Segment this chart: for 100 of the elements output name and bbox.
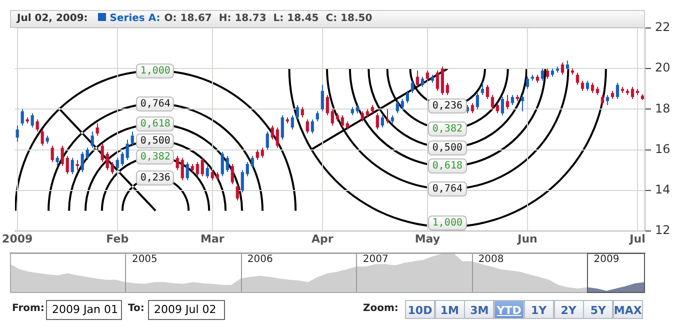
zoom-button: MAX — [612, 300, 643, 319]
candlestick — [470, 102, 474, 114]
candlestick — [230, 164, 234, 185]
candlestick — [210, 170, 214, 181]
y-tick-label: 20 — [655, 60, 670, 75]
candlestick — [186, 161, 189, 181]
candlestick — [180, 157, 184, 181]
candlestick — [206, 166, 209, 179]
candlestick — [426, 70, 429, 82]
candlestick — [380, 114, 384, 128]
candlestick — [56, 155, 59, 167]
candlestick — [300, 106, 304, 118]
candlestick — [486, 84, 490, 100]
candlestick — [236, 184, 239, 202]
candlestick — [396, 100, 399, 114]
candlestick — [410, 80, 414, 94]
y-tick-label: 16 — [655, 142, 670, 156]
text: Zoom: — [363, 303, 398, 314]
candlestick — [76, 159, 79, 171]
x-tick-label: Feb — [106, 232, 129, 246]
candlestick — [246, 161, 249, 177]
candlestick — [406, 90, 409, 104]
text: To: — [128, 303, 144, 314]
candlestick — [16, 124, 19, 142]
candlestick — [326, 94, 329, 116]
candlestick — [480, 82, 484, 96]
annotation: 0,382 — [428, 121, 466, 136]
annotation: 0,618 — [428, 158, 466, 174]
zoom-button: 10D — [405, 300, 435, 319]
candlestick — [110, 161, 114, 175]
candlestick — [30, 112, 34, 128]
candlestick — [70, 157, 74, 175]
candlestick — [600, 94, 604, 106]
candlestick — [630, 86, 634, 100]
annotation: 0,764 — [428, 182, 466, 197]
chart-title: Jul 02, 2009: — [17, 13, 88, 24]
y-tick-label: 14 — [655, 182, 670, 197]
candlestick — [386, 108, 389, 124]
candlestick — [320, 84, 324, 112]
x-tick-label: Jul — [628, 232, 646, 246]
candlestick — [240, 170, 244, 193]
candlestick — [420, 76, 424, 88]
annotation: 1,000 — [428, 216, 466, 230]
candlestick — [340, 114, 344, 128]
candlestick — [510, 94, 514, 106]
candlestick — [100, 143, 104, 162]
text: O: 18.67 H: 18.73 L: 18.45 C: 18.50 — [164, 13, 372, 24]
candlestick — [90, 131, 94, 148]
date-field: 2009 Jul 02 — [148, 300, 225, 320]
candlestick — [576, 72, 580, 86]
candlestick — [130, 131, 134, 146]
x-tick-label: 2008 — [478, 254, 504, 265]
candlestick — [560, 62, 564, 76]
candlestick — [416, 70, 419, 88]
x-tick-label: 2005 — [132, 254, 158, 265]
candlestick — [400, 98, 404, 110]
candlestick — [436, 70, 439, 92]
text: From: — [12, 303, 44, 314]
candlestick — [360, 110, 364, 122]
y-tick-label: 22 — [655, 20, 670, 34]
candlestick — [226, 155, 229, 173]
candlestick — [520, 94, 524, 112]
candlestick — [376, 112, 379, 130]
candlestick — [290, 114, 294, 130]
candlestick — [330, 108, 334, 126]
candlestick — [116, 157, 119, 171]
candlestick — [316, 110, 319, 122]
candlestick — [220, 151, 224, 177]
candlestick — [590, 82, 594, 94]
candlestick — [266, 131, 269, 150]
x-tick-label: Jun — [516, 232, 538, 246]
annotation: 0,618 — [136, 116, 174, 132]
y-tick-label: 18 — [655, 101, 670, 116]
candlestick — [446, 82, 450, 96]
zoom-button: YTD — [494, 300, 524, 319]
x-tick-label: 2007 — [362, 254, 388, 265]
annotation: 0,236 — [428, 98, 466, 114]
candlestick — [126, 139, 129, 160]
candlestick — [606, 94, 610, 106]
x-tick-label: Mar — [200, 232, 225, 246]
candlestick — [106, 151, 109, 171]
candlestick — [40, 129, 44, 146]
candlestick — [580, 80, 584, 92]
legend-label: Series A: — [110, 13, 160, 24]
candlestick — [490, 94, 494, 110]
candlestick — [260, 147, 264, 158]
candlestick — [176, 155, 179, 171]
candlestick — [86, 147, 89, 160]
annotation: 0,382 — [136, 150, 174, 165]
annotation: 0,500 — [136, 133, 174, 148]
annotation: 1,000 — [136, 63, 174, 78]
candlestick — [310, 118, 314, 134]
candlestick — [96, 122, 99, 136]
candlestick — [540, 68, 544, 82]
candlestick — [566, 60, 570, 72]
x-tick-label: Apr — [312, 232, 334, 246]
candlestick — [476, 92, 480, 110]
candlestick — [20, 108, 24, 126]
zoom-button: 3M — [464, 300, 494, 319]
candlestick — [306, 118, 309, 134]
